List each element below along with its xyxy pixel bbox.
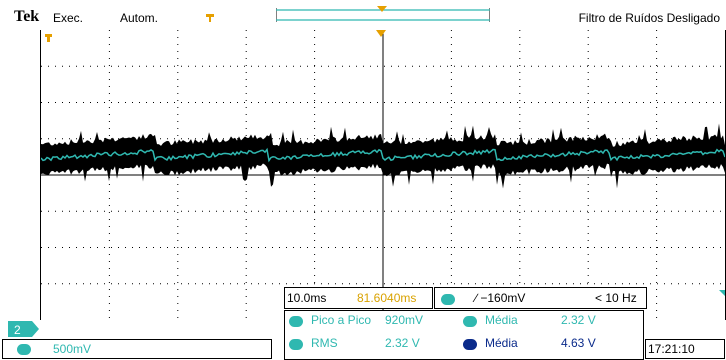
- brand-logo: Tek: [14, 8, 40, 25]
- measurement-2-label: Média: [485, 313, 518, 327]
- trigger-slope-level: ∕ −160mV: [475, 291, 526, 305]
- measurement-1-label: Pico a Pico: [311, 313, 372, 327]
- trigger-level-marker: [719, 290, 725, 296]
- clock-box: 17:21:10: [645, 339, 725, 359]
- trigger-source-chip: [441, 294, 455, 306]
- channel-2-scale: 500mV: [53, 342, 92, 356]
- channel-chip: [17, 344, 31, 356]
- trigger-box[interactable]: ∕ −160mV < 10 Hz: [434, 287, 647, 309]
- trigger-frequency: < 10 Hz: [595, 291, 637, 305]
- trigger-position-icon: [206, 14, 214, 22]
- clock: 17:21:10: [648, 342, 695, 356]
- measurement-1-value: 920mV: [385, 313, 424, 327]
- measurement-4-value: 4.63 V: [561, 336, 596, 350]
- measurement-3-label: RMS: [311, 336, 338, 350]
- bottom-readouts: 500mV 10.0ms 81.6040ms ∕ −160mV < 10 Hz …: [0, 287, 726, 360]
- channel-2-ground-marker[interactable]: 2: [8, 321, 40, 337]
- measurement-2-value: 2.32 V: [561, 313, 596, 327]
- noise-filter-status: Filtro de Ruídos Desligado: [578, 11, 720, 25]
- trace-mean: [41, 147, 725, 163]
- timebase-position: 81.6040ms: [357, 291, 417, 305]
- time-reference-marker: [45, 34, 52, 42]
- channel-marker-number: 2: [14, 323, 21, 337]
- acquisition-state: Exec.: [53, 11, 84, 25]
- top-status-bar: Tek Exec. Autom. Filtro de Ruídos Deslig…: [0, 0, 726, 30]
- trigger-time-marker: [376, 30, 386, 37]
- record-view-bar[interactable]: [276, 6, 490, 24]
- waveform-display[interactable]: [40, 30, 726, 320]
- measurements-box[interactable]: Pico a Pico 920mV Média 2.32 V RMS 2.32 …: [284, 310, 644, 360]
- measurement-3-value: 2.32 V: [385, 336, 420, 350]
- measurement-4-label: Média: [485, 336, 518, 350]
- timebase-scale: 10.0ms: [287, 291, 327, 305]
- trigger-mode: Autom.: [120, 11, 159, 25]
- timebase-box[interactable]: 10.0ms 81.6040ms: [284, 287, 433, 309]
- channel-2-trace: [41, 123, 725, 189]
- channel-2-scale-box[interactable]: 500mV: [2, 339, 272, 359]
